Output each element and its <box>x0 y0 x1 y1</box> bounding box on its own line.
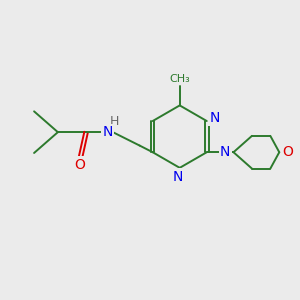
Text: O: O <box>75 158 86 172</box>
Text: N: N <box>102 125 113 139</box>
Text: N: N <box>210 111 220 125</box>
Text: N: N <box>220 145 230 159</box>
Text: O: O <box>282 145 293 159</box>
Text: N: N <box>173 170 183 184</box>
Text: CH₃: CH₃ <box>169 74 190 84</box>
Text: H: H <box>110 115 119 128</box>
